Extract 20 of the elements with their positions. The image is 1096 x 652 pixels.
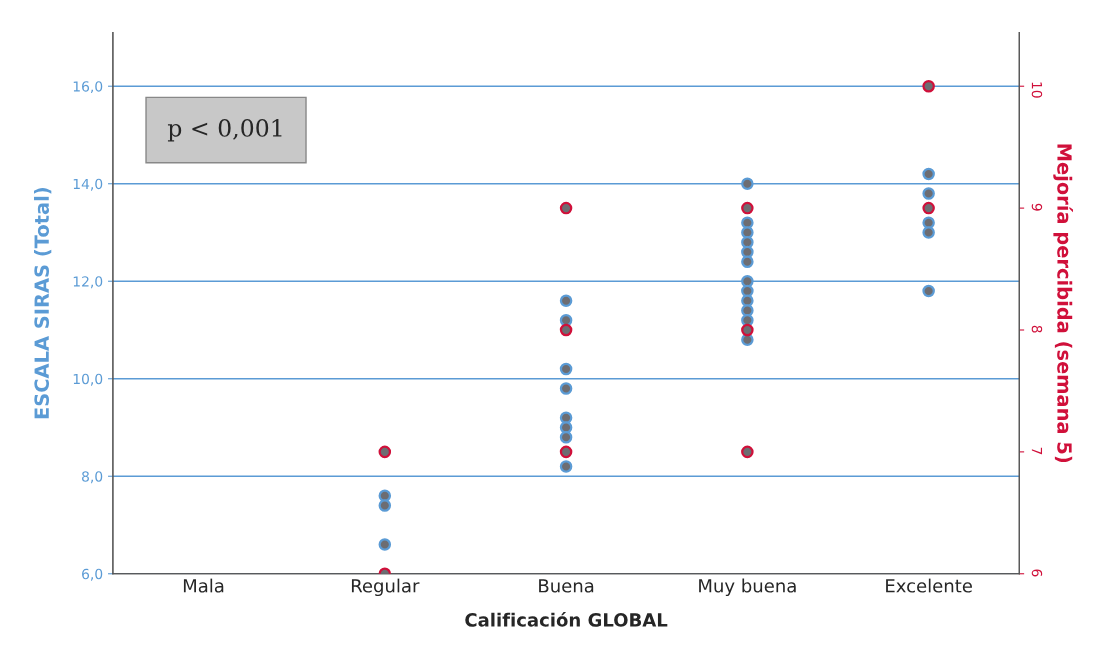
x-tick-label: Mala xyxy=(183,578,224,593)
x-tick-label: Buena xyxy=(539,579,594,593)
y-tick-label: 14,0 xyxy=(73,178,103,191)
x-axis-title: Calificación GLOBAL xyxy=(465,612,668,627)
y-tick-label: 8,0 xyxy=(82,471,103,484)
y2-axis-title: Mejoría percibida (semana 5) xyxy=(1053,144,1073,463)
y-tick-label: 6,0 xyxy=(82,568,103,581)
y2-tick-label: 7 xyxy=(1031,447,1043,455)
x-tick-label: Regular xyxy=(351,578,420,597)
y-tick-label: 16,0 xyxy=(73,81,103,94)
x-tick-label: Excelente xyxy=(886,578,972,593)
y2-tick-label: 8 xyxy=(1031,325,1043,333)
y2-tick-label: 9 xyxy=(1031,203,1043,211)
y-tick-label: 10,0 xyxy=(73,373,103,386)
y2-tick-label: 10 xyxy=(1031,82,1043,98)
annotation: p < 0,001 xyxy=(167,119,282,142)
y-axis-title: ESCALA SIRAS (Total) xyxy=(33,187,52,419)
y-tick-label: 12,0 xyxy=(73,276,103,289)
x-tick-label: Muy buena xyxy=(699,578,796,597)
y2-tick-label: 6 xyxy=(1031,569,1043,577)
